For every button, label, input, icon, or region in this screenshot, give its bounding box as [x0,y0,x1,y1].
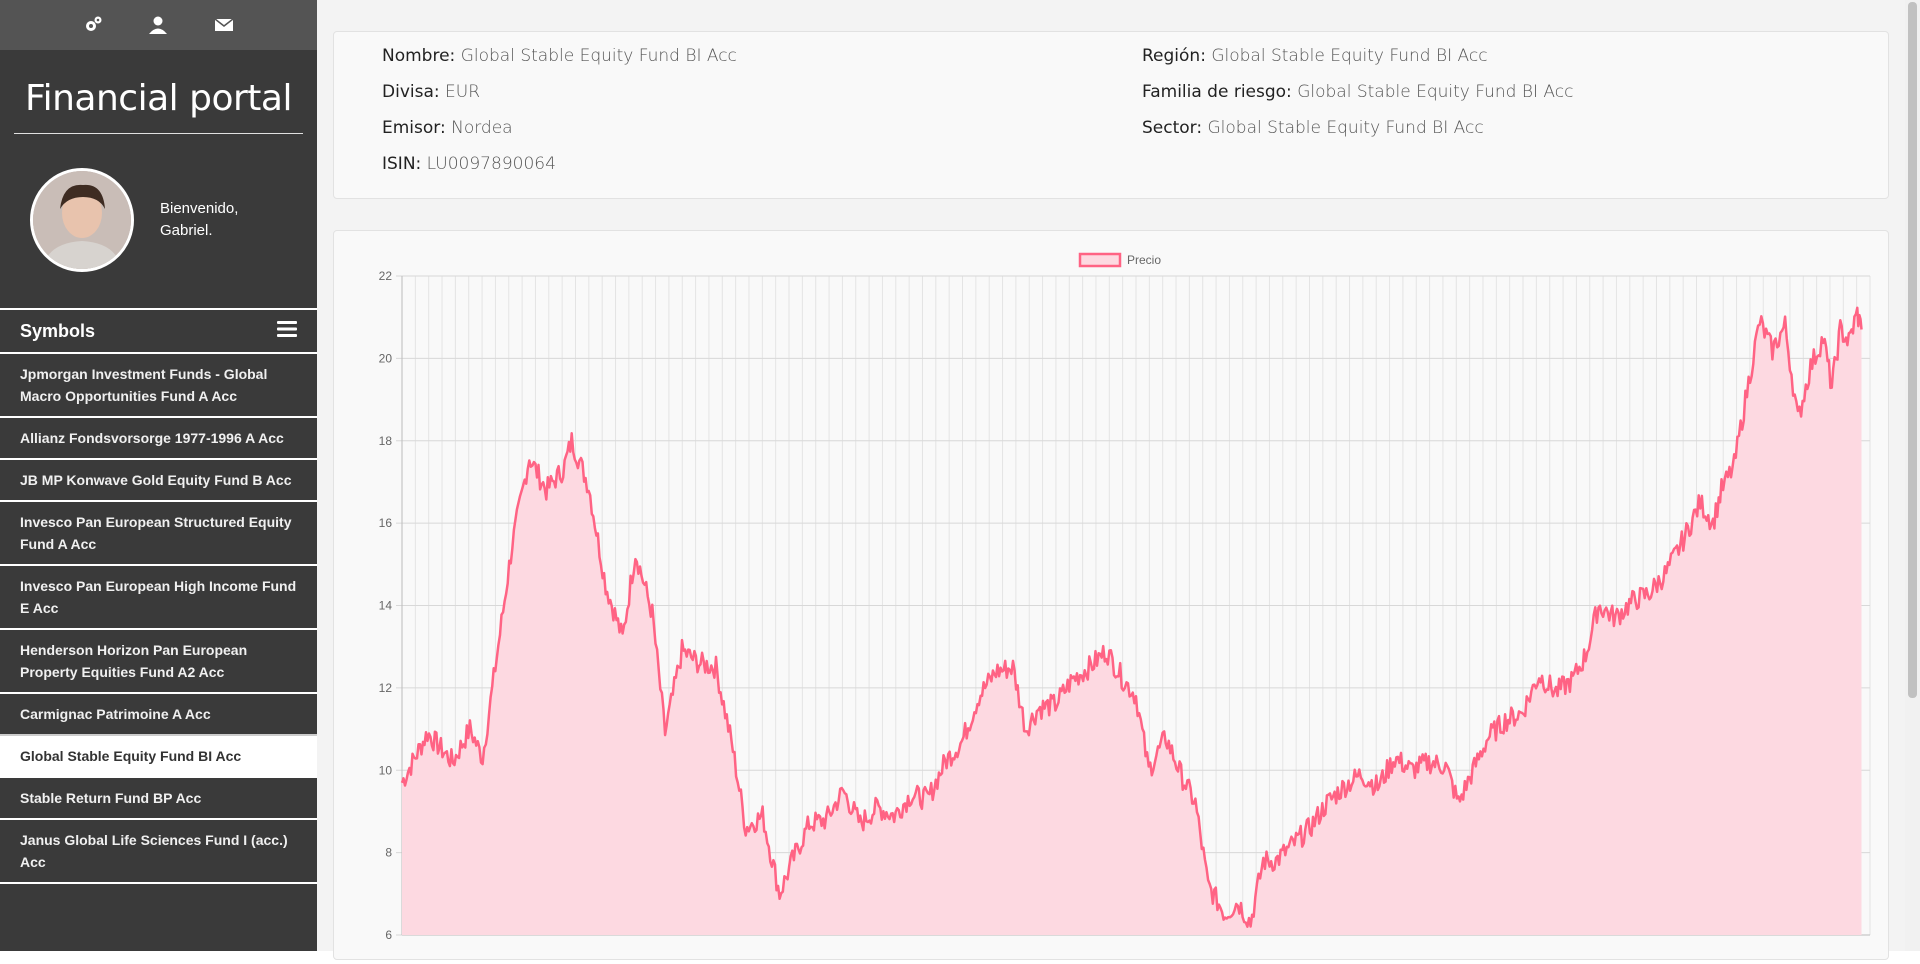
sector-field: Sector: Global Stable Equity Fund BI Acc [1142,118,1484,138]
price-line [400,306,1863,928]
isin-value: LU0097890064 [426,154,556,174]
welcome-text: Bienvenido, Gabriel. [160,198,238,242]
sector-label: Sector: [1142,118,1203,138]
y-tick-label: 18 [379,434,393,448]
emisor-label: Emisor: [382,118,446,138]
user-icon[interactable] [138,5,178,45]
symbol-item[interactable]: Allianz Fondsvorsorge 1977-1996 A Acc [0,416,317,458]
y-tick-label: 14 [379,599,393,613]
divisa-field: Divisa: EUR [382,82,480,102]
symbol-item[interactable]: Invesco Pan European High Income Fund E … [0,564,317,628]
avatar [30,168,134,272]
profile: Bienvenido, Gabriel. [0,134,317,308]
nombre-label: Nombre: [382,46,456,66]
welcome-greeting: Bienvenido, [160,200,239,217]
nombre-value: Global Stable Equity Fund BI Acc [460,46,737,66]
symbol-item[interactable]: Jpmorgan Investment Funds - Global Macro… [0,352,317,416]
y-tick-label: 6 [385,928,392,942]
welcome-user: Gabriel. [160,222,213,239]
y-tick-label: 20 [379,351,393,365]
y-tick-label: 22 [379,269,393,283]
symbol-item[interactable]: Invesco Pan European Structured Equity F… [0,500,317,564]
price-chart: 6 8 10 12 14 16 18 20 22 Precio [379,252,1871,942]
sector-value: Global Stable Equity Fund BI Acc [1207,118,1484,138]
symbols-title: Symbols [20,320,96,341]
isin-field: ISIN: LU0097890064 [382,154,556,174]
brand-title: Financial portal [14,78,303,134]
familia-field: Familia de riesgo: Global Stable Equity … [1142,82,1573,102]
price-chart-card: 6 8 10 12 14 16 18 20 22 Precio [333,230,1889,960]
hamburger-menu-icon[interactable] [277,320,297,342]
region-field: Región: Global Stable Equity Fund BI Acc [1142,46,1488,66]
emisor-field: Emisor: Nordea [382,118,513,138]
page-scrollbar[interactable] [1905,0,1920,951]
symbols-header: Symbols [0,308,317,352]
y-tick-label: 8 [385,846,392,860]
isin-label: ISIN: [382,154,422,174]
symbol-item[interactable]: Stable Return Fund BP Acc [0,776,317,818]
familia-value: Global Stable Equity Fund BI Acc [1297,82,1574,102]
symbols-list: Jpmorgan Investment Funds - Global Macro… [0,352,317,884]
y-tick-label: 10 [379,763,393,777]
region-label: Región: [1142,46,1206,66]
main-content: Nombre: Global Stable Equity Fund BI Acc… [317,0,1905,960]
gears-icon[interactable] [73,5,113,45]
nombre-field: Nombre: Global Stable Equity Fund BI Acc [382,46,737,66]
divisa-label: Divisa: [382,82,440,102]
fund-info-card: Nombre: Global Stable Equity Fund BI Acc… [333,31,1889,199]
region-value: Global Stable Equity Fund BI Acc [1211,46,1488,66]
legend-swatch [1078,252,1122,268]
envelope-icon[interactable] [204,5,244,45]
symbol-item[interactable]: JB MP Konwave Gold Equity Fund B Acc [0,458,317,500]
y-tick-label: 12 [379,681,393,695]
sidebar: Financial portal Bienvenido, Gabriel. Sy… [0,0,317,951]
divisa-value: EUR [445,82,481,102]
familia-label: Familia de riesgo: [1142,82,1292,102]
emisor-value: Nordea [451,118,513,138]
symbol-item[interactable]: Carmignac Patrimoine A Acc [0,692,317,734]
symbol-item[interactable]: Henderson Horizon Pan European Property … [0,628,317,692]
price-area [402,307,1862,935]
scrollbar-thumb[interactable] [1908,2,1917,698]
top-icon-bar [0,0,317,50]
y-tick-label: 16 [379,516,393,530]
legend-label: Precio [1127,253,1161,267]
symbol-item[interactable]: Janus Global Life Sciences Fund I (acc.)… [0,818,317,884]
symbol-item[interactable]: Global Stable Equity Fund BI Acc [0,734,317,776]
